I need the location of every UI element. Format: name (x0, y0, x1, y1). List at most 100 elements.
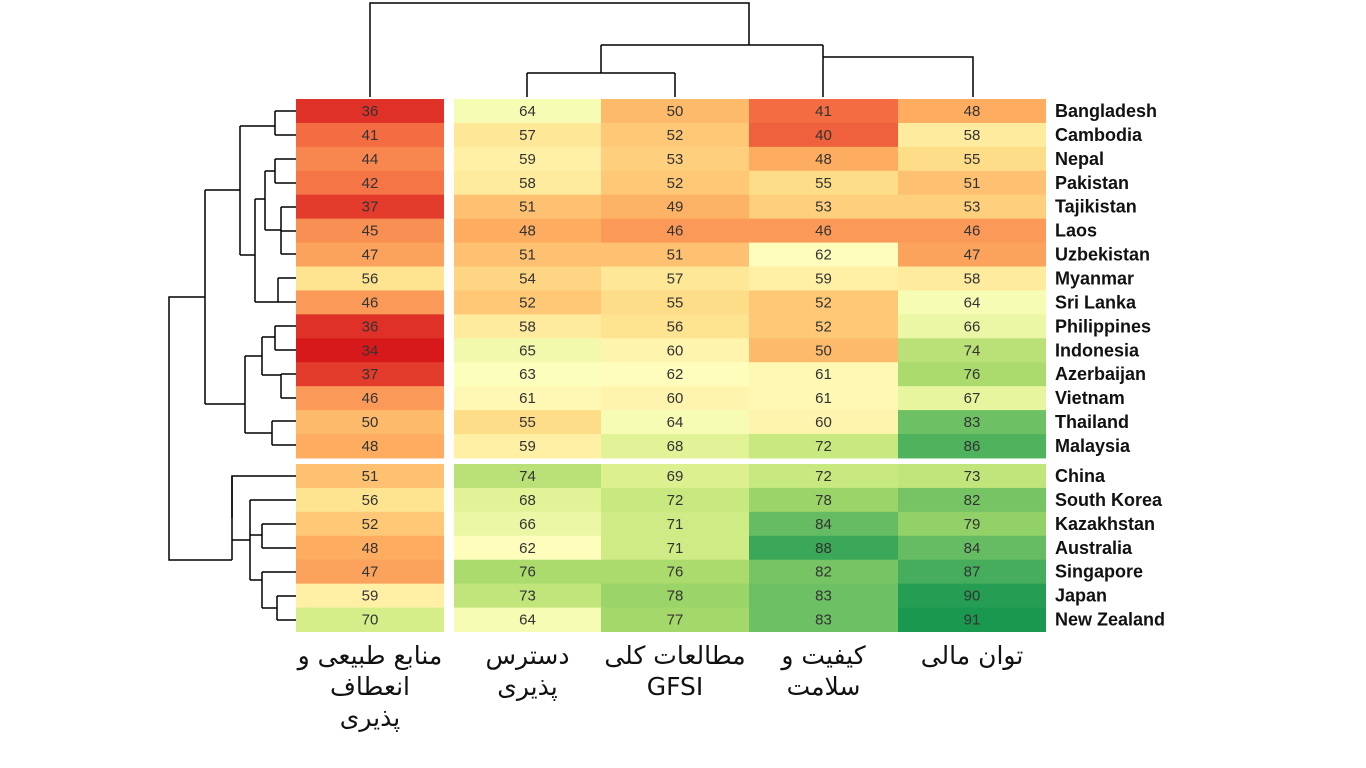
cell-value-label: 48 (964, 103, 981, 120)
cell-value-label: 71 (667, 540, 684, 557)
column-label-line: کیفیت و (781, 641, 866, 670)
heatmap-cell (898, 535, 1046, 561)
column-label-line: پذیری (497, 672, 558, 701)
cell-value-label: 73 (519, 588, 536, 605)
heatmap-cell (749, 338, 898, 363)
column-label-line: منابع طبیعی و (297, 641, 443, 670)
heatmap-cell (898, 464, 1046, 489)
cell-value-label: 57 (667, 270, 684, 287)
heatmap-cell (749, 559, 898, 585)
heatmap-cell (454, 242, 601, 268)
cell-value-label: 53 (667, 151, 684, 168)
cell-value-label: 41 (362, 127, 379, 144)
heatmap-cell (454, 511, 601, 537)
heatmap-cell (749, 464, 898, 489)
cell-value-label: 90 (964, 588, 981, 605)
cell-value-label: 47 (964, 247, 981, 264)
heatmap-cell (898, 559, 1046, 585)
heatmap-cell (296, 434, 444, 459)
row-label: Uzbekistan (1055, 245, 1150, 265)
cell-value-label: 83 (815, 612, 832, 629)
cell-value-label: 52 (362, 516, 379, 533)
row-dendrogram (168, 110, 296, 621)
cell-value-label: 51 (519, 247, 536, 264)
heatmap-cell (898, 314, 1046, 339)
heatmap-cell (454, 170, 601, 196)
cell-value-label: 64 (964, 294, 981, 311)
cell-value-label: 77 (667, 612, 684, 629)
heatmap-cell (454, 386, 601, 411)
heatmap-cell (898, 487, 1046, 513)
cell-value-label: 83 (815, 588, 832, 605)
heatmap-cell (601, 511, 749, 537)
column-label-line: پذیری (339, 703, 401, 732)
cell-value-label: 57 (519, 127, 536, 144)
heatmap-cell (898, 511, 1046, 537)
column-label-line: GFSI (646, 672, 704, 701)
heatmap-cell (749, 410, 898, 435)
row-label: New Zealand (1055, 610, 1165, 630)
heatmap-cell (454, 146, 601, 172)
heatmap-cell (601, 464, 749, 489)
heatmap-cell (898, 218, 1046, 244)
cell-value-label: 60 (667, 390, 684, 407)
row-label: Tajikistan (1055, 197, 1137, 217)
heatmap-cell (601, 99, 749, 124)
heatmap-cell (601, 386, 749, 411)
cell-value-label: 37 (362, 199, 379, 216)
row-label: Bangladesh (1055, 101, 1157, 121)
cell-value-label: 72 (815, 438, 832, 455)
heatmap-cell (454, 99, 601, 124)
heatmap-cell (296, 242, 444, 268)
heatmap-cell (454, 487, 601, 513)
heatmap-cell (898, 146, 1046, 172)
column-label-line: انعطاف (329, 672, 410, 701)
heatmap-cell (454, 434, 601, 459)
heatmap-cell (296, 122, 444, 148)
cell-value-label: 50 (362, 414, 379, 431)
cell-value-label: 56 (667, 318, 684, 335)
heatmap-cell (749, 99, 898, 124)
heatmap-cell (898, 170, 1046, 196)
cell-value-label: 71 (667, 516, 684, 533)
cell-value-label: 55 (815, 175, 832, 192)
row-label: Australia (1055, 538, 1133, 558)
cell-value-label: 44 (362, 151, 379, 168)
heatmap-cell (296, 146, 444, 172)
cell-value-label: 55 (519, 414, 536, 431)
heatmap-cell (601, 266, 749, 291)
row-label: South Korea (1055, 490, 1163, 510)
row-label: Sri Lanka (1055, 292, 1137, 312)
cell-value-label: 52 (815, 318, 832, 335)
cell-value-label: 68 (667, 438, 684, 455)
column-label: مطالعات کلی GFSI (601, 640, 749, 702)
cell-value-label: 55 (964, 151, 981, 168)
heatmap-cell (898, 362, 1046, 387)
row-label: Myanmar (1055, 268, 1134, 288)
column-label-line: توان مالی (920, 641, 1024, 670)
cell-value-label: 52 (519, 294, 536, 311)
heatmap-cell (749, 434, 898, 459)
cell-value-label: 76 (964, 366, 981, 383)
cell-value-label: 36 (362, 103, 379, 120)
heatmap-cell (601, 338, 749, 363)
column-label: دسترس پذیری (454, 640, 601, 702)
cell-value-label: 51 (964, 175, 981, 192)
cell-value-label: 63 (519, 366, 536, 383)
heatmap-cell (749, 487, 898, 513)
cell-value-label: 62 (815, 247, 832, 264)
heatmap-cell (296, 386, 444, 411)
cell-value-label: 72 (815, 468, 832, 485)
cell-value-label: 61 (519, 390, 536, 407)
row-label: Philippines (1055, 316, 1151, 336)
heatmap-cell (601, 242, 749, 268)
cell-value-label: 61 (815, 390, 832, 407)
heatmap-cell (296, 170, 444, 196)
cell-value-label: 91 (964, 612, 981, 629)
heatmap-cell (898, 194, 1046, 220)
cell-value-label: 36 (362, 318, 379, 335)
heatmap-cell (296, 338, 444, 363)
cell-value-label: 52 (667, 127, 684, 144)
cell-value-label: 34 (362, 342, 379, 359)
cell-value-label: 40 (815, 127, 832, 144)
